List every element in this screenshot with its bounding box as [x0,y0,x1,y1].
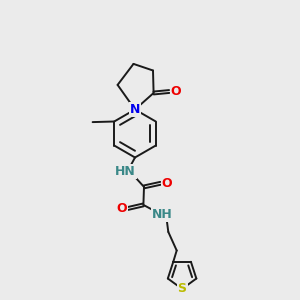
Text: O: O [171,85,182,98]
Text: S: S [178,282,187,296]
Text: N: N [130,103,140,116]
Text: NH: NH [152,208,173,221]
Text: HN: HN [115,165,136,178]
Text: O: O [116,202,127,215]
Text: O: O [162,177,172,190]
